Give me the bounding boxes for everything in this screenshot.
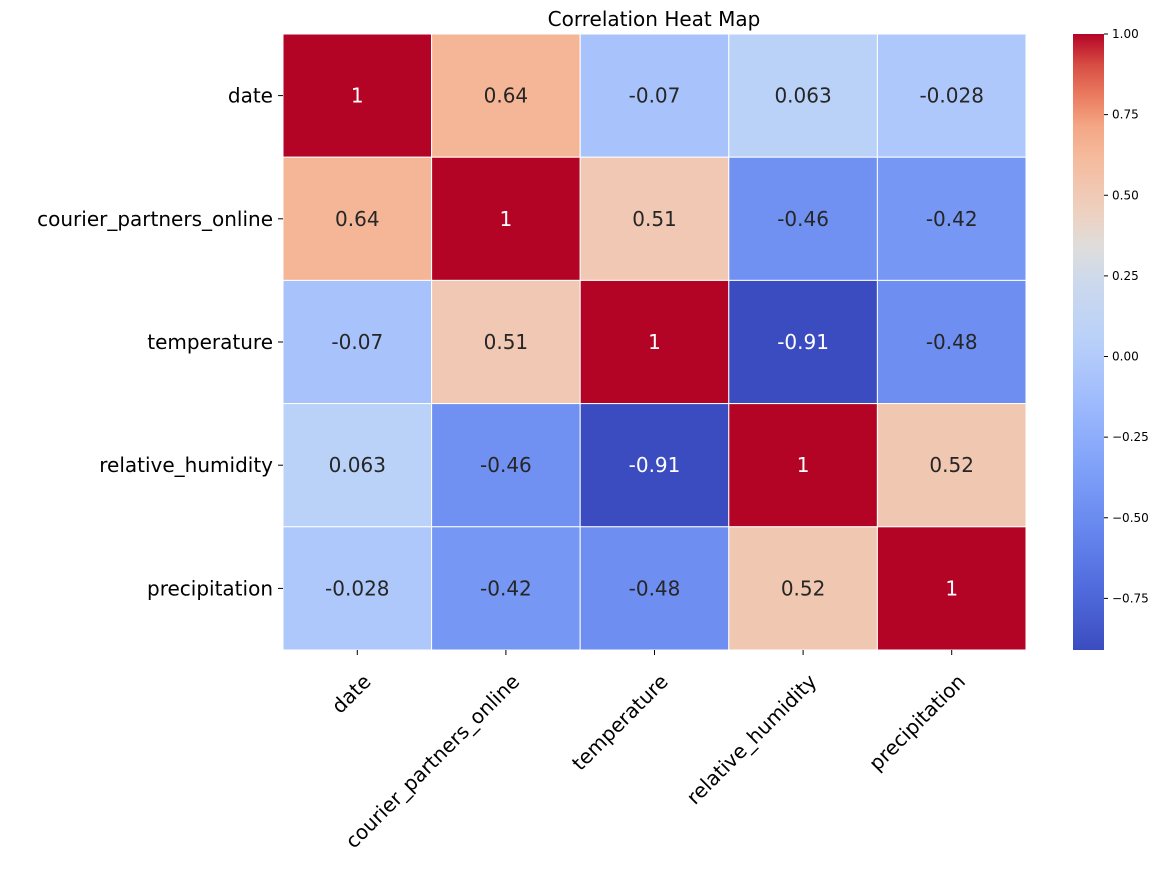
cell-value-label: -0.028 [325,576,389,600]
cell-value-label: 0.64 [335,207,380,231]
row-label: precipitation [147,576,273,600]
colorbar-tick-label: −0.75 [1112,591,1149,605]
cell-value-label: 0.063 [329,453,386,477]
cell-value-label: -0.48 [926,330,978,354]
heatmap-cell [579,526,730,651]
column-label: courier_partners_online [340,669,524,853]
cell-value-label: 1 [945,576,958,600]
cell-value-label: -0.91 [629,453,681,477]
cell-value-label: -0.028 [919,84,983,108]
cell-value-label: -0.46 [777,207,829,231]
column-label: temperature [567,669,673,775]
cell-value-label: 1 [500,207,513,231]
cell-value-label: 1 [797,453,810,477]
column-label: date [327,669,376,718]
row-label: temperature [147,330,273,354]
colorbar-tick-label: 1.00 [1112,27,1139,41]
heatmap-cell [431,526,581,651]
row-label: relative_humidity [99,453,273,477]
colorbar-tick-label: −0.50 [1112,511,1149,525]
cell-value-label: -0.07 [629,84,681,108]
row-label: courier_partners_online [37,207,273,231]
heatmap-cell [579,156,730,281]
cell-value-label: -0.48 [629,576,681,600]
cell-value-label: 1 [351,84,364,108]
colorbar-tick-label: 0.50 [1112,188,1139,202]
cell-value-label: 0.64 [484,84,529,108]
heatmap-cell [728,279,878,405]
heatmap-cell [282,156,433,281]
heatmap-cell [876,33,1027,158]
colorbar-tick-label: 0.25 [1112,269,1139,283]
cell-value-label: 0.063 [774,84,831,108]
chart-title: Correlation Heat Map [548,7,761,31]
cell-value-label: -0.07 [331,330,383,354]
heatmap-cell [876,279,1027,405]
row-labels: date courier_partners_online temperature re… [37,84,283,600]
heatmap-cell [282,33,433,158]
heatmap-cell [579,403,730,528]
cell-value-label: -0.91 [777,330,829,354]
colorbar: 1.00 0.75 0.50 0.25 0.00 −0.25 −0.50 −0.75 [1073,27,1149,650]
heatmap-cell [431,279,581,405]
heatmap-cell [728,33,878,158]
colorbar-tick-label: 0.75 [1112,108,1139,122]
cell-value-label: -0.42 [926,207,978,231]
colorbar-tick-label: 0.00 [1112,350,1139,364]
row-label: date [228,84,273,108]
column-label: relative_humidity [682,669,822,809]
column-label: precipitation [864,669,970,775]
cell-value-label: 0.51 [632,207,677,231]
heatmap-cell [431,33,581,158]
cell-value-label: 0.51 [484,330,529,354]
heatmap-cell [876,156,1027,281]
heatmap-cell [579,33,730,158]
heatmap-cells: 1 0.64 -0.07 0.063 -0.028 0.64 1 0.51 -0.46 -0.42… [282,33,1027,651]
heatmap-cell [728,403,878,528]
heatmap-cell [431,403,581,528]
heatmap-cell [876,526,1027,651]
colorbar-gradient [1073,34,1104,650]
cell-value-label: 1 [648,330,661,354]
cell-value-label: -0.42 [480,576,532,600]
heatmap-cell [876,403,1027,528]
cell-value-label: 0.52 [929,453,974,477]
colorbar-ticks: 1.00 0.75 0.50 0.25 0.00 −0.25 −0.50 −0.75 [1104,27,1149,605]
colorbar-tick-label: −0.25 [1112,430,1149,444]
cell-value-label: 0.52 [781,576,826,600]
cell-value-label: -0.46 [480,453,532,477]
heatmap-cell [282,526,433,651]
heatmap-cell [579,279,730,405]
